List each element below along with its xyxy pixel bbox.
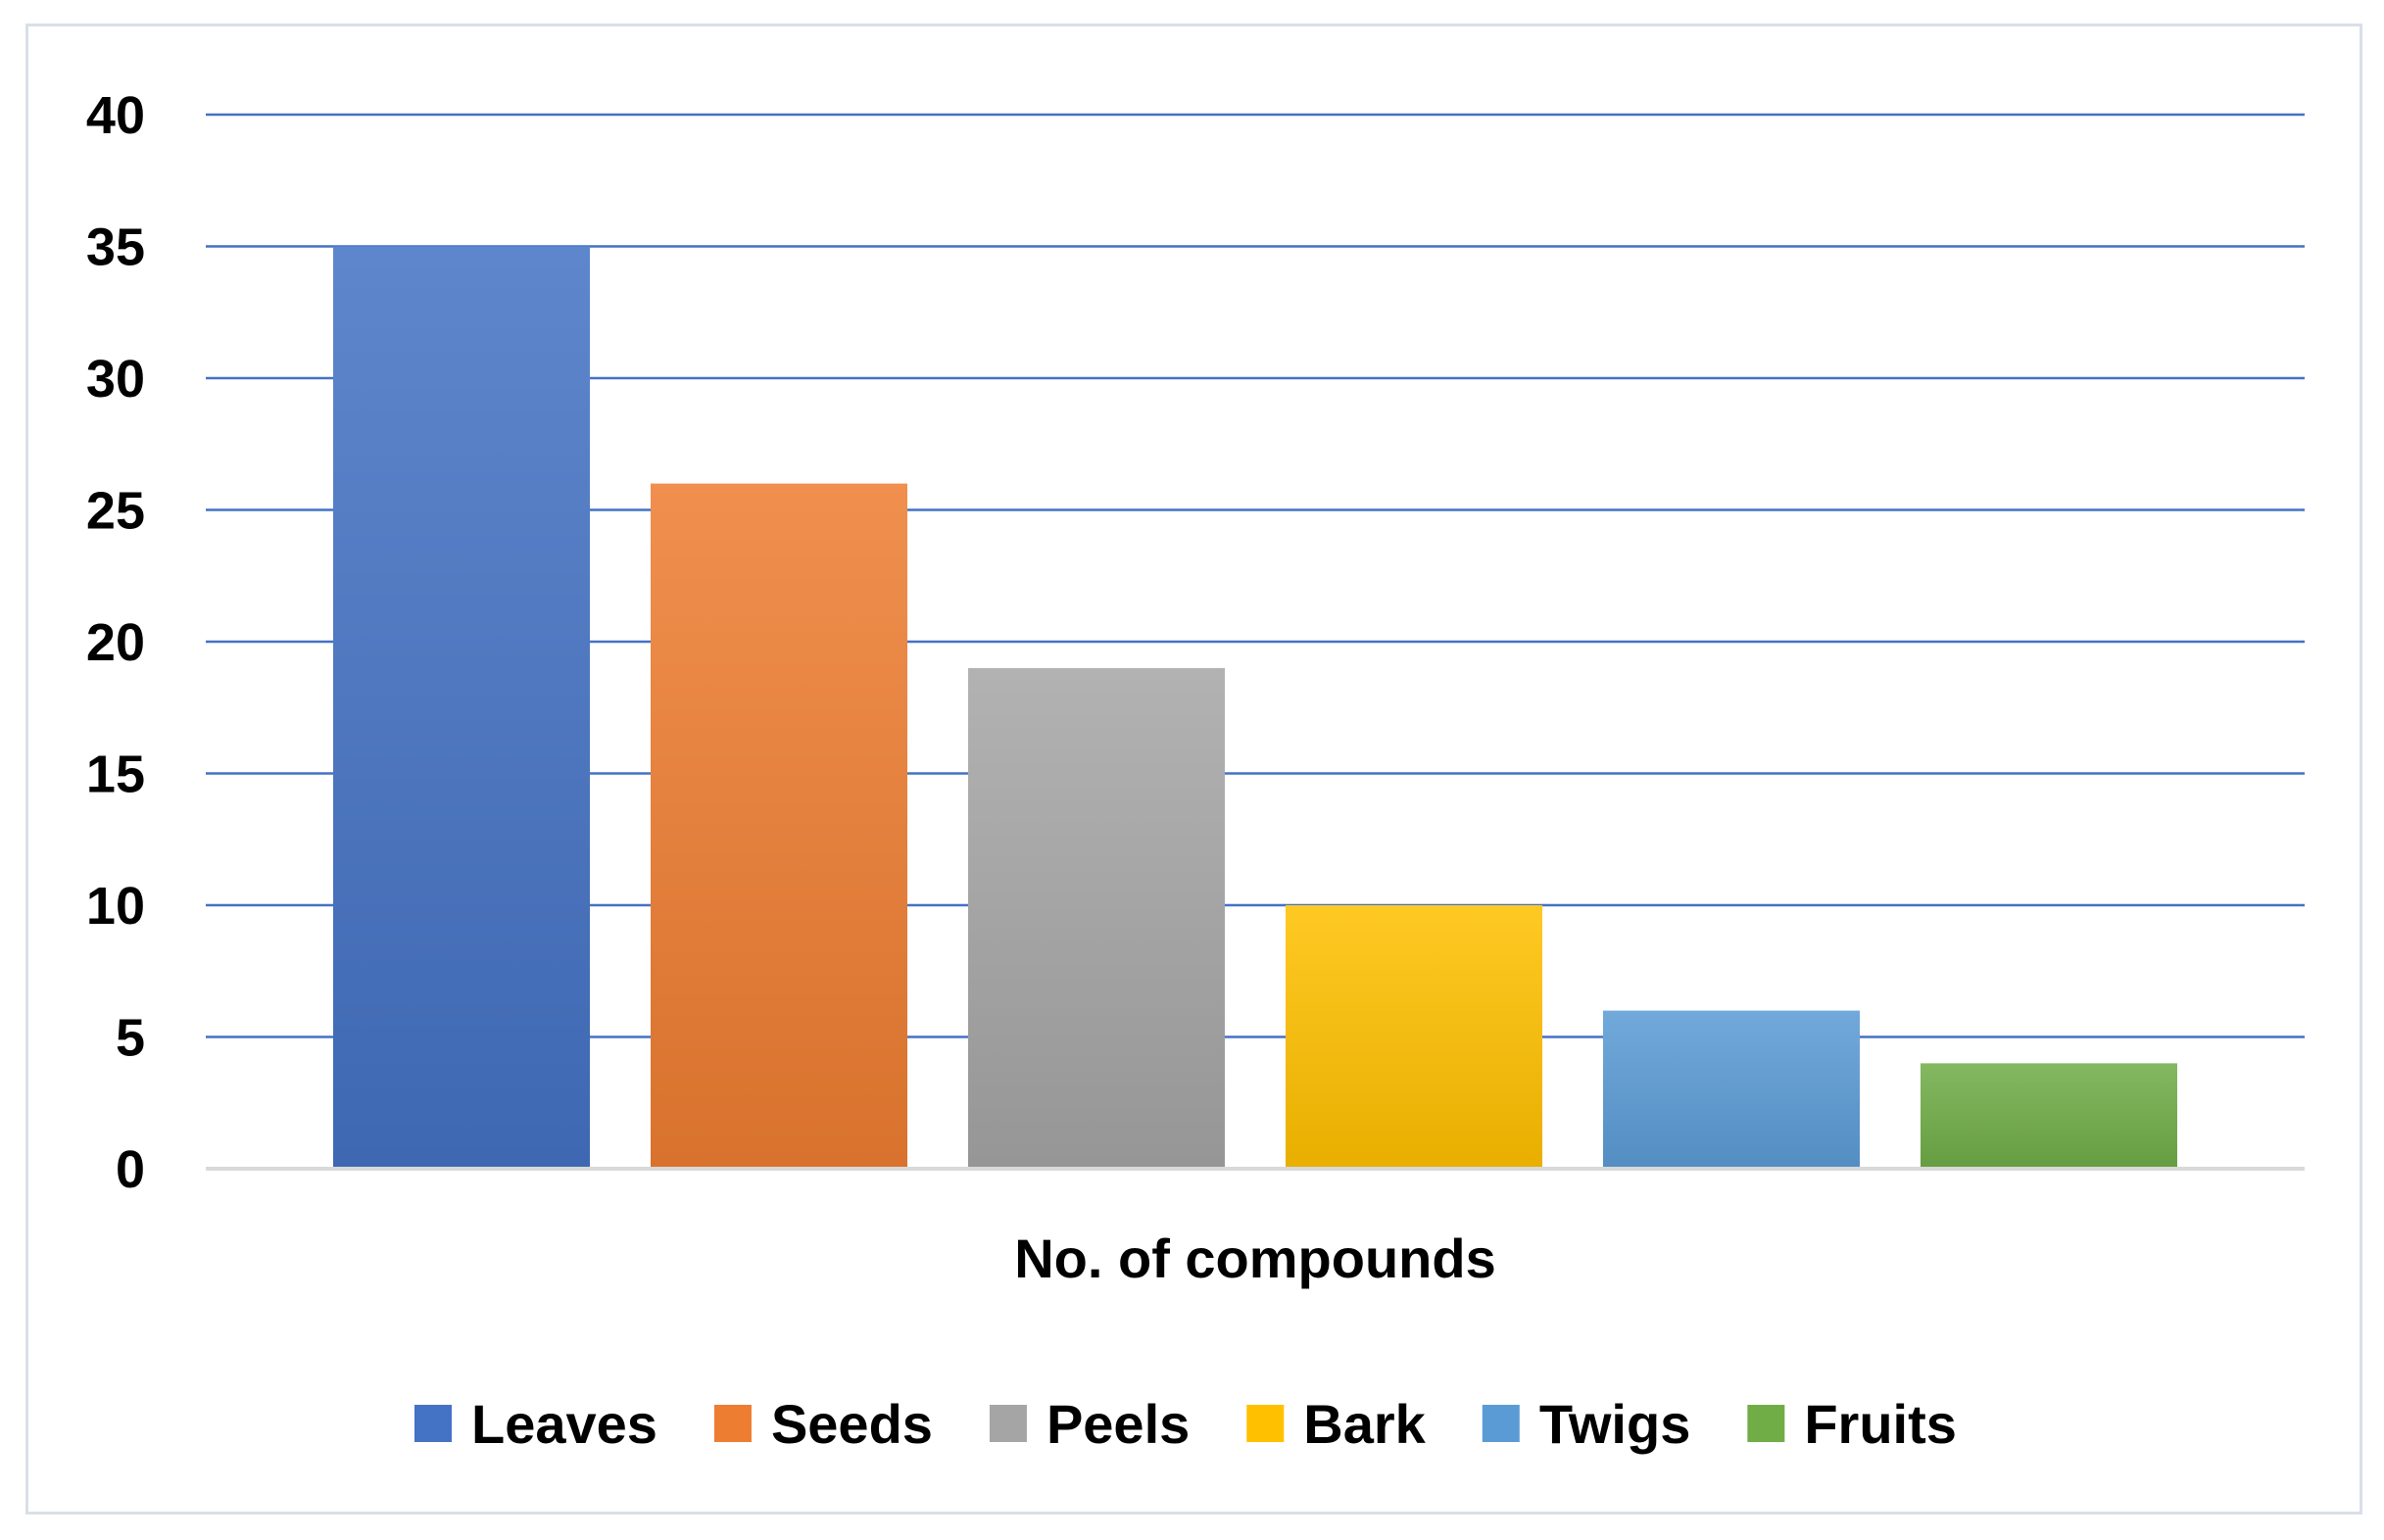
- bars: [333, 246, 2177, 1170]
- legend-swatch-twigs: [1482, 1405, 1520, 1442]
- y-tick-label-40: 40: [86, 86, 145, 145]
- bar-fruits: [1921, 1063, 2177, 1169]
- y-tick-label-35: 35: [86, 218, 145, 277]
- bar-bark: [1286, 905, 1542, 1169]
- legend: Leaves Seeds Peels Bark Twigs Fruits: [414, 1393, 1957, 1455]
- legend-label-bark: Bark: [1303, 1393, 1426, 1455]
- bar-leaves: [333, 246, 590, 1169]
- y-tick-label-30: 30: [86, 350, 145, 409]
- legend-label-peels: Peels: [1046, 1393, 1190, 1455]
- legend-label-fruits: Fruits: [1804, 1393, 1957, 1455]
- bar-peels: [968, 667, 1225, 1169]
- legend-swatch-seeds: [713, 1405, 752, 1442]
- legend-swatch-fruits: [1747, 1405, 1785, 1442]
- legend-swatch-bark: [1246, 1405, 1285, 1442]
- legend-label-seeds: Seeds: [771, 1393, 933, 1455]
- y-tick-label-0: 0: [116, 1140, 145, 1199]
- y-tick-label-5: 5: [116, 1009, 145, 1068]
- y-axis-ticks: 0 5 10 15 20 25 30 35 40: [86, 86, 145, 1199]
- legend-label-twigs: Twigs: [1539, 1393, 1691, 1455]
- legend-label-leaves: Leaves: [471, 1393, 657, 1455]
- y-tick-label-25: 25: [86, 482, 145, 541]
- legend-swatch-leaves: [414, 1405, 452, 1442]
- legend-swatch-peels: [989, 1405, 1027, 1442]
- y-tick-label-15: 15: [86, 746, 145, 804]
- y-tick-label-10: 10: [86, 877, 145, 936]
- y-tick-label-20: 20: [86, 613, 145, 672]
- x-axis-label: No. of compounds: [1014, 1227, 1496, 1289]
- bar-twigs: [1603, 1010, 1860, 1169]
- bar-seeds: [651, 483, 907, 1170]
